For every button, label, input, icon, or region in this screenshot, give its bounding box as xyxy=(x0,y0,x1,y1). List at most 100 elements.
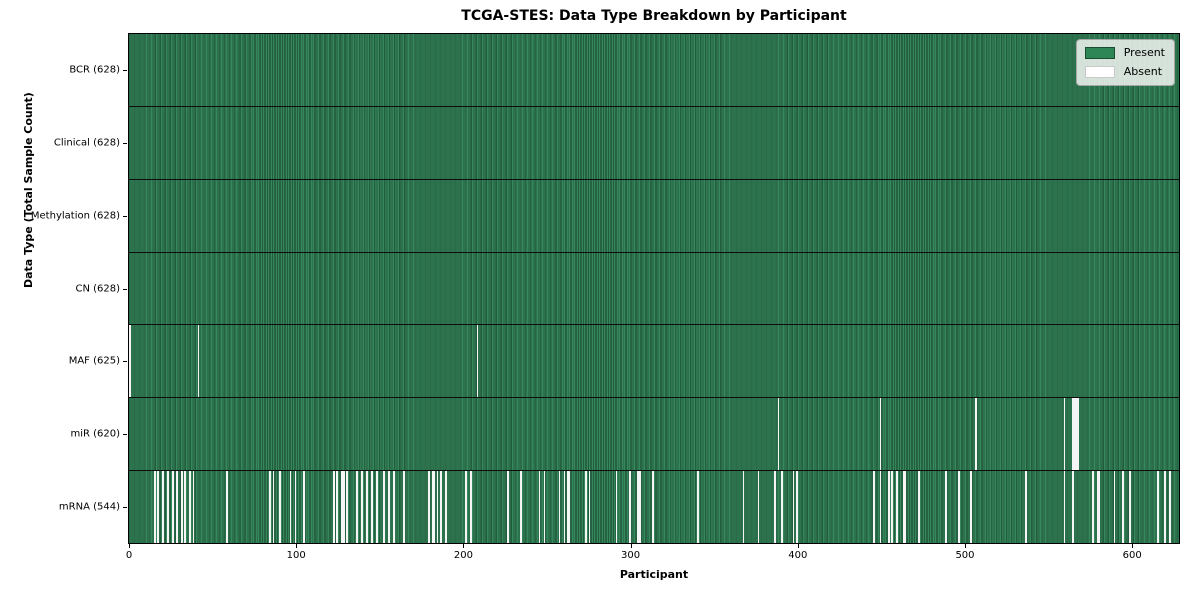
absent-mark xyxy=(403,471,405,544)
y-tick-label: BCR (628) xyxy=(69,64,120,76)
legend-entry-present: Present xyxy=(1084,46,1165,59)
absent-mark xyxy=(431,471,434,544)
absent-mark xyxy=(388,471,390,544)
absent-mark xyxy=(588,471,591,544)
absent-mark xyxy=(1071,398,1074,471)
absent-mark xyxy=(757,471,760,544)
absent-mark xyxy=(896,471,899,544)
absent-mark xyxy=(944,471,947,544)
absent-mark xyxy=(585,471,588,544)
absent-mark xyxy=(637,471,639,544)
absent-mark xyxy=(383,471,385,544)
heatmap-row-cn xyxy=(129,252,1179,326)
absent-mark xyxy=(1163,471,1166,544)
absent-mark xyxy=(777,398,780,471)
absent-mark xyxy=(376,471,379,544)
absent-mark xyxy=(436,471,439,544)
legend-entry-absent: Absent xyxy=(1084,65,1165,78)
absent-mark xyxy=(1092,471,1094,544)
x-tick-label: 300 xyxy=(621,550,641,561)
absent-mark xyxy=(563,471,566,544)
legend-label-present: Present xyxy=(1123,46,1165,59)
heatmap-row-bcr xyxy=(129,34,1179,107)
absent-mark xyxy=(1025,471,1027,544)
absent-mark xyxy=(1077,398,1079,471)
absent-mark xyxy=(192,471,195,544)
absent-mark xyxy=(1063,398,1066,471)
heatmap-row-methylation xyxy=(129,179,1179,253)
absent-mark xyxy=(294,471,297,544)
absent-mark xyxy=(476,325,479,398)
absent-mark xyxy=(361,471,364,544)
absent-mark xyxy=(175,471,178,544)
absent-mark xyxy=(781,471,783,544)
absent-mark xyxy=(346,471,349,544)
absent-mark xyxy=(1113,471,1116,544)
heatmap-row-mrna xyxy=(129,471,1179,544)
absent-mark xyxy=(958,471,960,544)
absent-mark xyxy=(433,471,435,544)
y-tick-mark xyxy=(123,433,127,435)
absent-mark xyxy=(891,471,894,544)
plot-area: Present Absent xyxy=(128,33,1180,544)
x-tick-mark xyxy=(463,544,465,548)
absent-mark xyxy=(628,471,631,544)
absent-mark xyxy=(568,471,571,544)
x-tick-mark xyxy=(1132,544,1134,548)
absent-mark xyxy=(272,471,275,544)
absent-mark xyxy=(332,471,335,544)
absent-mark xyxy=(903,471,905,544)
absent-mark xyxy=(154,471,156,544)
heatmap-row-mir xyxy=(129,398,1179,472)
absent-mark xyxy=(615,471,618,544)
absent-mark xyxy=(371,471,374,544)
absent-mark xyxy=(343,471,345,544)
x-tick-mark xyxy=(630,544,632,548)
absent-mark xyxy=(189,471,191,544)
legend: Present Absent xyxy=(1075,39,1175,86)
y-tick-mark xyxy=(123,70,127,72)
absent-mark xyxy=(1157,471,1159,544)
absent-mark xyxy=(167,471,170,544)
absent-mark xyxy=(1128,471,1131,544)
absent-mark xyxy=(879,398,882,471)
y-tick-label: Clinical (628) xyxy=(53,137,120,149)
absent-mark xyxy=(393,471,395,544)
absent-mark xyxy=(180,471,183,544)
absent-mark xyxy=(1168,471,1171,544)
absent-mark xyxy=(879,471,882,544)
absent-mark xyxy=(1098,471,1101,544)
absent-mark xyxy=(366,471,369,544)
x-tick-mark xyxy=(129,544,130,548)
x-tick-label: 0 xyxy=(125,550,133,561)
absent-mark xyxy=(975,398,977,471)
absent-mark xyxy=(1075,398,1078,471)
absent-mark xyxy=(470,471,472,544)
legend-swatch-present-icon xyxy=(1084,46,1115,59)
heatmap-row-maf xyxy=(129,325,1179,399)
x-tick-label: 100 xyxy=(286,550,306,561)
absent-mark xyxy=(289,471,292,544)
y-tick-mark xyxy=(123,288,127,290)
absent-mark xyxy=(1071,471,1074,544)
x-tick-label: 600 xyxy=(1122,550,1142,561)
absent-mark xyxy=(465,471,467,544)
absent-mark xyxy=(1063,471,1066,544)
absent-mark xyxy=(918,471,920,544)
absent-mark xyxy=(1073,398,1076,471)
absent-mark xyxy=(652,471,654,544)
absent-mark xyxy=(172,471,175,544)
absent-mark xyxy=(197,325,200,398)
absent-mark xyxy=(279,471,282,544)
x-tick-label: 400 xyxy=(788,550,808,561)
legend-swatch-absent-icon xyxy=(1084,65,1115,78)
absent-mark xyxy=(129,325,131,398)
absent-mark xyxy=(356,471,359,544)
x-tick-mark xyxy=(797,544,799,548)
absent-mark xyxy=(302,471,305,544)
y-tick-mark xyxy=(123,506,127,508)
y-tick-label: mRNA (544) xyxy=(58,501,120,513)
x-tick-mark xyxy=(296,544,298,548)
chart-title: TCGA-STES: Data Type Breakdown by Partic… xyxy=(461,8,847,24)
